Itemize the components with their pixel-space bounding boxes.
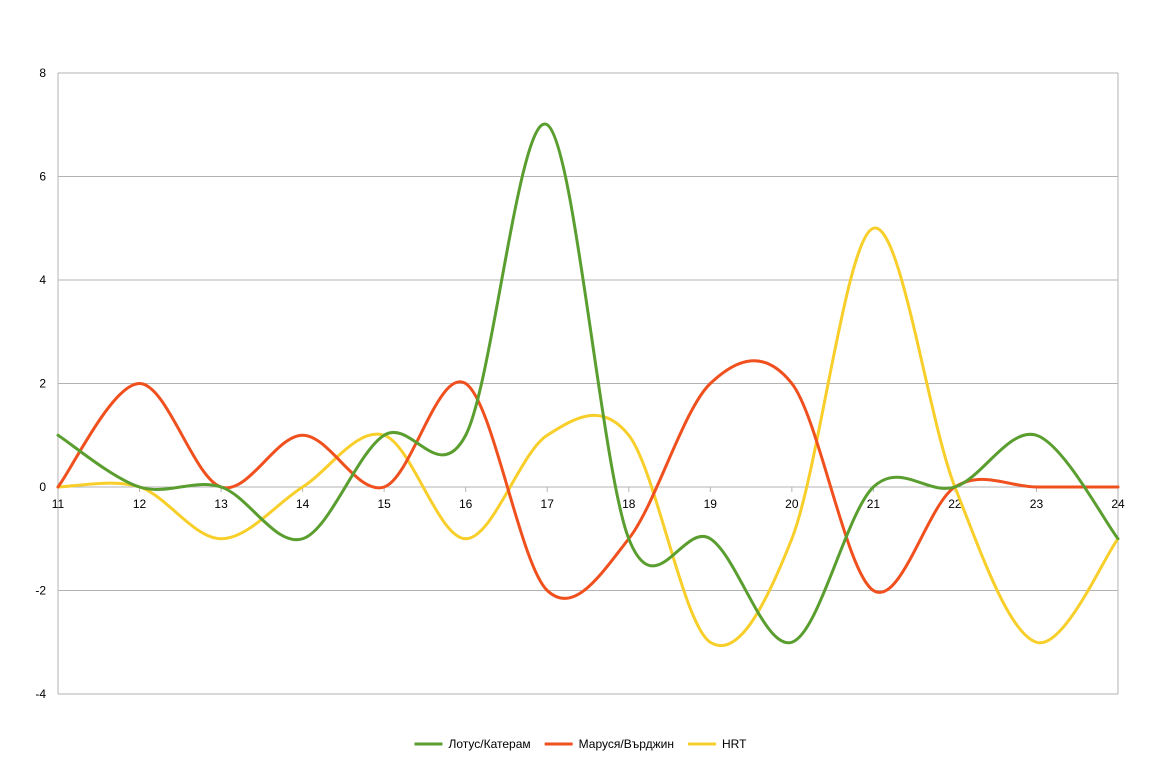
x-tick-label: 17 — [541, 497, 555, 511]
x-tick-label: 11 — [52, 497, 65, 511]
x-tick-label: 22 — [948, 497, 962, 511]
x-tick-label: 20 — [785, 497, 799, 511]
series-line-2 — [56, 359, 1120, 600]
x-tick-label: 12 — [133, 497, 147, 511]
x-tick-label: 21 — [867, 497, 881, 511]
x-tick-label: 14 — [296, 497, 310, 511]
legend-label: Маруся/Върджин — [579, 737, 674, 751]
legend: Лотус/Катерам Маруся/Върджин HRT — [414, 737, 747, 751]
x-tick-label: 23 — [1030, 497, 1044, 511]
y-tick-label: -4 — [35, 687, 46, 701]
y-tick-label: -2 — [35, 584, 46, 598]
y-tick-label: 6 — [39, 170, 46, 184]
y-tick-label: 4 — [39, 273, 46, 287]
y-tick-label: 8 — [39, 66, 46, 80]
x-tick-label: 19 — [704, 497, 718, 511]
x-tick-label: 18 — [622, 497, 636, 511]
legend-label: Лотус/Катерам — [449, 737, 531, 751]
series-layer — [56, 122, 1120, 647]
legend-label: HRT — [722, 737, 747, 751]
y-tick-label: 2 — [39, 377, 46, 391]
y-tick-label: 0 — [39, 480, 46, 494]
series-line-1 — [56, 122, 1120, 644]
gridlines — [58, 72, 1118, 695]
series-line-3 — [56, 226, 1120, 647]
x-tick-label: 15 — [377, 497, 391, 511]
x-tick-label: 16 — [459, 497, 473, 511]
x-tick-label: 13 — [214, 497, 228, 511]
x-tick-label: 24 — [1111, 497, 1125, 511]
